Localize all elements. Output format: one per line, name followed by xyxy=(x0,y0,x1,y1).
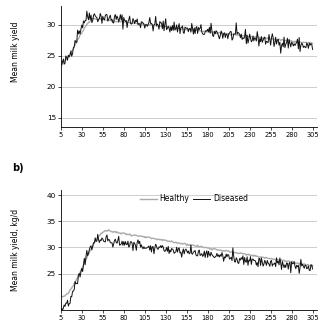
Diseased xyxy=(96,232,100,236)
Legend: Healthy, Diseased: Healthy, Diseased xyxy=(137,191,251,206)
Healthy xyxy=(59,295,63,299)
Healthy xyxy=(293,260,297,264)
Y-axis label: Mean milk yield, kg/d: Mean milk yield, kg/d xyxy=(11,209,20,291)
Diseased xyxy=(311,267,315,271)
Diseased xyxy=(293,264,297,268)
Healthy xyxy=(272,257,276,261)
Healthy xyxy=(170,239,173,243)
Healthy xyxy=(161,238,165,242)
Diseased xyxy=(258,257,262,260)
Healthy xyxy=(232,251,236,254)
Y-axis label: Mean milk yield: Mean milk yield xyxy=(11,22,20,83)
Diseased xyxy=(59,310,63,314)
Diseased xyxy=(161,245,165,249)
Diseased xyxy=(272,262,276,266)
Diseased xyxy=(170,247,173,251)
Healthy xyxy=(311,264,315,268)
Line: Healthy: Healthy xyxy=(61,230,313,297)
Healthy xyxy=(258,255,262,259)
Healthy xyxy=(107,228,111,232)
Line: Diseased: Diseased xyxy=(61,234,313,312)
Diseased xyxy=(232,254,236,258)
Text: b): b) xyxy=(12,163,24,173)
